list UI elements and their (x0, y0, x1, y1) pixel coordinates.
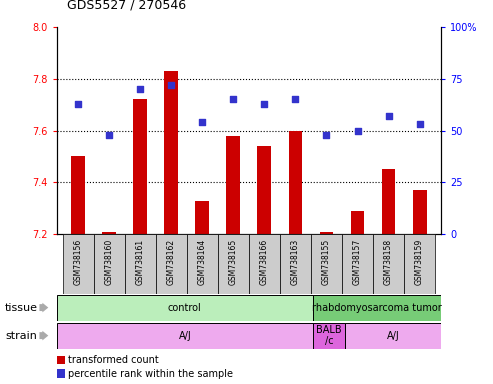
Point (353, 127, 361, 134)
Bar (187, 234, 218, 294)
Text: GSM738165: GSM738165 (229, 238, 238, 285)
Bar (57, 295, 313, 321)
Bar (134, 99, 147, 234)
Bar (404, 234, 435, 294)
Point (199, 119, 207, 125)
Bar (57, 323, 313, 349)
Point (168, 82, 176, 88)
Text: GSM738161: GSM738161 (136, 238, 145, 285)
Point (416, 121, 423, 127)
Bar (257, 146, 272, 234)
Bar (94, 234, 125, 294)
Bar (57, 356, 65, 364)
Point (74, 101, 82, 107)
Text: GSM738156: GSM738156 (74, 238, 83, 285)
Text: GSM738164: GSM738164 (198, 238, 207, 285)
Text: rhabdomyosarcoma tumor: rhabdomyosarcoma tumor (312, 303, 442, 313)
Text: GDS5527 / 270546: GDS5527 / 270546 (67, 0, 186, 12)
Bar (125, 234, 156, 294)
Bar (342, 234, 373, 294)
Bar (413, 190, 426, 234)
Text: GSM738166: GSM738166 (260, 238, 269, 285)
Bar (311, 234, 342, 294)
Point (322, 132, 330, 138)
Text: control: control (168, 303, 202, 313)
Text: A/J: A/J (178, 331, 191, 341)
Bar (313, 323, 345, 349)
Text: transformed count: transformed count (68, 355, 159, 365)
Point (291, 96, 299, 103)
Bar (156, 234, 187, 294)
Bar (195, 200, 210, 234)
Text: strain: strain (5, 331, 37, 341)
Bar (288, 131, 303, 234)
Text: GSM738157: GSM738157 (353, 238, 362, 285)
Point (230, 96, 238, 103)
Bar (319, 232, 333, 234)
Point (385, 113, 392, 119)
Point (106, 132, 113, 138)
Bar (218, 234, 249, 294)
Point (137, 86, 144, 92)
Text: A/J: A/J (387, 331, 399, 341)
Text: percentile rank within the sample: percentile rank within the sample (68, 369, 233, 379)
Bar (57, 369, 65, 378)
Bar (63, 234, 94, 294)
Text: tissue: tissue (5, 303, 38, 313)
Bar (313, 295, 441, 321)
Bar (165, 71, 178, 234)
Text: BALB
/c: BALB /c (317, 325, 342, 346)
Bar (351, 211, 364, 234)
Bar (373, 234, 404, 294)
Text: GSM738158: GSM738158 (384, 238, 393, 285)
Text: GSM738162: GSM738162 (167, 238, 176, 285)
Text: GSM738163: GSM738163 (291, 238, 300, 285)
Text: GSM738155: GSM738155 (322, 238, 331, 285)
Text: GSM738159: GSM738159 (415, 238, 424, 285)
Bar (382, 169, 395, 234)
Bar (249, 234, 280, 294)
Bar (71, 157, 85, 234)
Text: GSM738160: GSM738160 (105, 238, 114, 285)
Bar (226, 136, 241, 234)
Bar (345, 323, 441, 349)
Bar (280, 234, 311, 294)
Point (260, 101, 268, 107)
Bar (103, 232, 116, 234)
